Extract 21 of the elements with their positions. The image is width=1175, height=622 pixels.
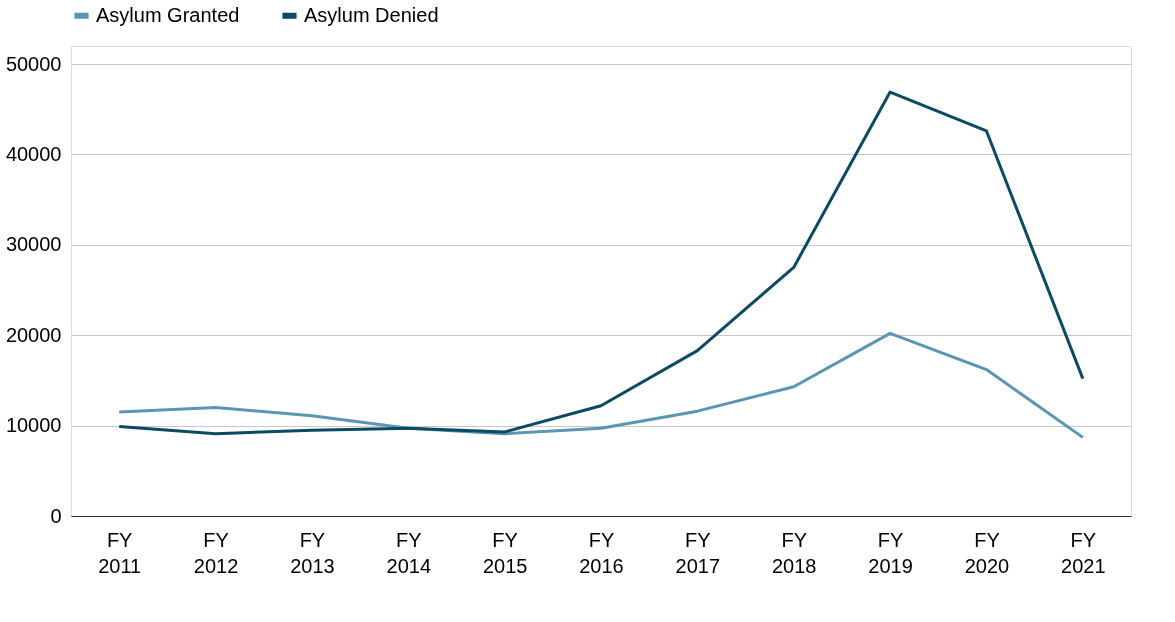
y-tick-label: 50000 — [5, 52, 62, 75]
line-series — [117, 331, 1085, 439]
x-tick-label: FY 2015 — [482, 528, 528, 577]
legend-label: Asylum Denied — [304, 3, 439, 26]
x-tick-label: FY 2016 — [579, 528, 624, 577]
y-tick-label: 10000 — [5, 414, 62, 437]
x-tick-label: FY 2011 — [98, 528, 142, 577]
y-tick-label: 20000 — [5, 323, 62, 346]
x-tick-label: FY 2018 — [771, 528, 817, 577]
y-tick-label: 0 — [50, 504, 62, 527]
legend-label: Asylum Granted — [96, 3, 240, 26]
y-tick-label: 30000 — [5, 233, 62, 256]
x-tick-label: FY 2014 — [386, 528, 432, 577]
x-tick-label: FY 2021 — [1061, 528, 1106, 577]
x-tick-label: FY 2013 — [290, 528, 335, 577]
x-tick-label: FY 2020 — [964, 528, 1010, 577]
x-tick-label: FY 2019 — [868, 528, 913, 577]
y-tick-label: 40000 — [5, 142, 62, 165]
line-series — [117, 90, 1085, 436]
x-tick-label: FY 2017 — [675, 528, 721, 577]
x-tick-label: FY 2012 — [193, 528, 239, 577]
